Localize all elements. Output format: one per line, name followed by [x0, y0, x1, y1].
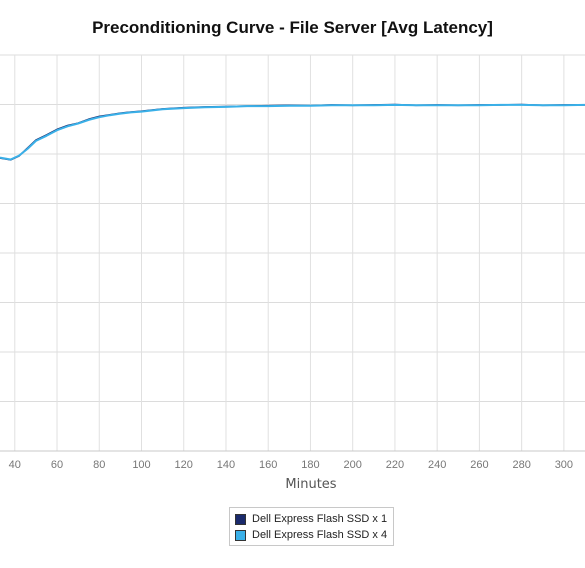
- x-tick-label: 100: [132, 459, 150, 471]
- x-tick-label: 160: [259, 459, 277, 471]
- x-tick-label: 220: [386, 459, 404, 471]
- x-tick-label: 300: [555, 459, 573, 471]
- legend-swatch-series-2: [235, 529, 246, 541]
- x-tick-label: 60: [51, 459, 63, 471]
- legend-label-series-1: Dell Express Flash SSD x 1: [252, 513, 388, 525]
- x-tick-label: 80: [93, 459, 105, 471]
- x-tick-label: 200: [344, 459, 362, 471]
- series-line-1: [0, 103, 585, 161]
- x-tick-label: 180: [301, 459, 319, 471]
- x-tick-label: 120: [175, 459, 193, 471]
- legend-label-series-2: Dell Express Flash SSD x 4: [252, 529, 388, 541]
- legend-item-series-1[interactable]: Dell Express Flash SSD x 1: [235, 511, 388, 527]
- x-tick-label: 260: [470, 459, 488, 471]
- x-tick-label: 40: [9, 459, 21, 471]
- x-tick-label: 140: [217, 459, 235, 471]
- legend: Dell Express Flash SSD x 1 Dell Express …: [229, 507, 394, 546]
- x-tick-label: 280: [512, 459, 530, 471]
- series-line-2: [0, 103, 585, 161]
- x-tick-label: 240: [428, 459, 446, 471]
- legend-swatch-series-1: [235, 513, 246, 525]
- chart-title: Preconditioning Curve - File Server [Avg…: [92, 18, 493, 37]
- x-axis-label: Minutes: [285, 477, 337, 492]
- legend-item-series-2[interactable]: Dell Express Flash SSD x 4: [235, 527, 388, 543]
